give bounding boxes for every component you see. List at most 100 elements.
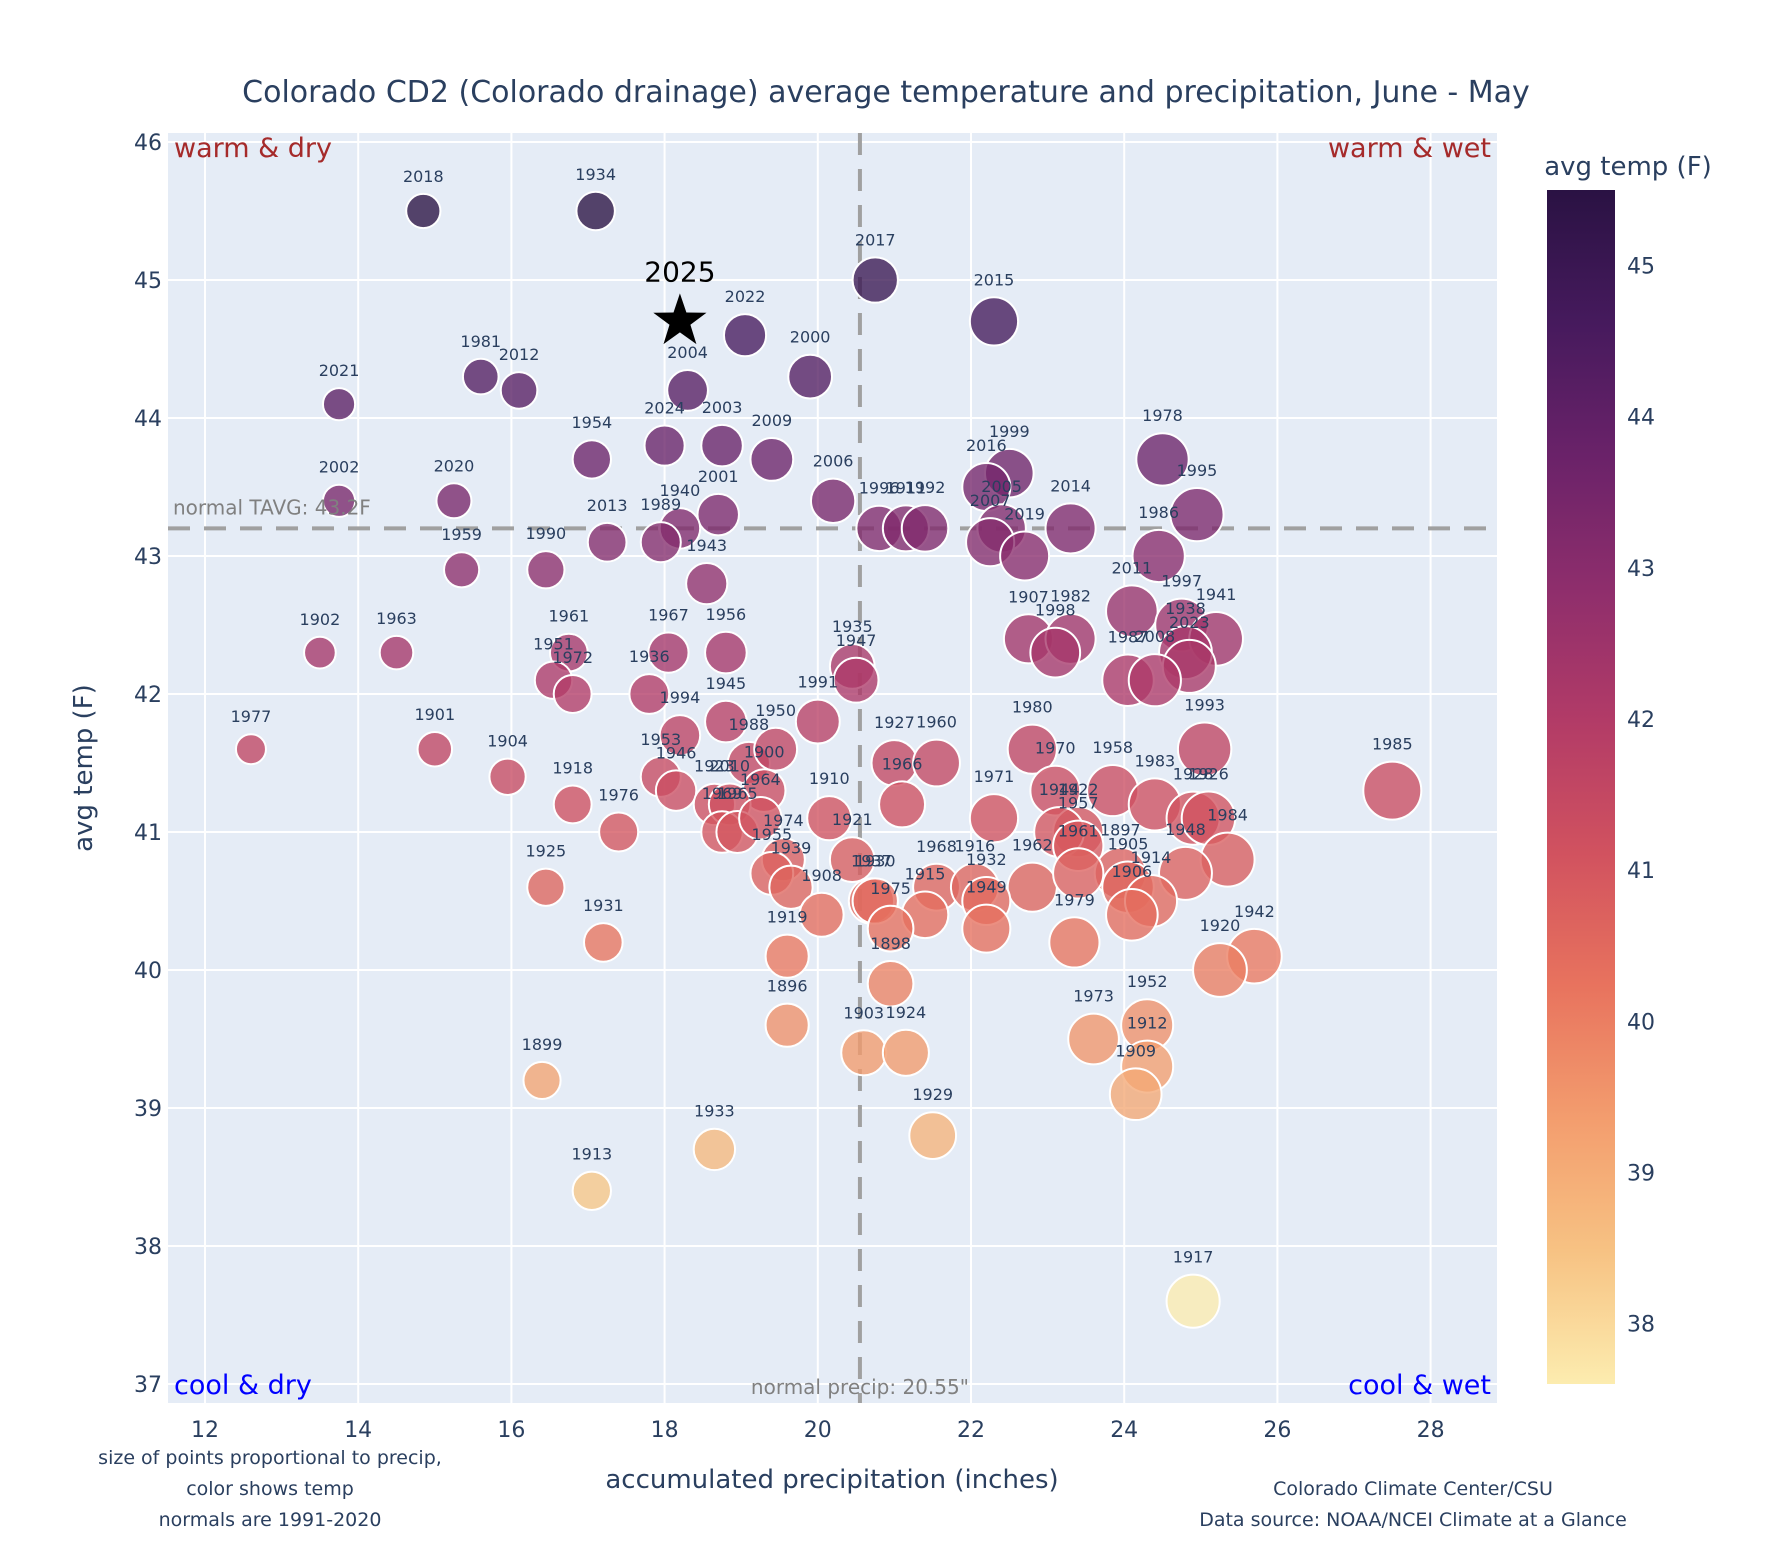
x-tick-label: 26: [1263, 1418, 1291, 1443]
point-1901: [416, 730, 454, 768]
point-label: 1911: [886, 478, 927, 497]
colorbar: [1547, 190, 1615, 1384]
quadrant-label-warm-dry: warm & dry: [174, 133, 332, 164]
point-label: 1904: [487, 732, 528, 751]
point-label: 1948: [1165, 820, 1206, 839]
point-label: 1908: [801, 866, 842, 885]
y-tick-labels: 37 38 39 40 41 42 43 44 45 46: [134, 131, 162, 1398]
x-tick-label: 16: [497, 1418, 525, 1443]
colorbar-tick: 45: [1627, 255, 1655, 280]
point-label: 1902: [300, 610, 341, 629]
point-label: 2021: [319, 361, 360, 380]
point-label: 1976: [598, 785, 639, 804]
point-1971: [968, 793, 1020, 844]
point-label: 2016: [966, 436, 1007, 455]
point-label: 1991: [797, 673, 838, 692]
point-2002: [321, 483, 357, 518]
footnote-line-3: normals are 1991-2020: [159, 1509, 382, 1531]
highlight-label: 2025: [644, 255, 715, 288]
point-label: 1992: [905, 478, 946, 497]
point-label: 1938: [1165, 599, 1206, 618]
data-points: [234, 190, 1423, 1329]
point-label: 2011: [1112, 558, 1153, 577]
point-label: 1962: [1012, 836, 1053, 855]
point-label: 1909: [1115, 1041, 1156, 1060]
point-label: 1986: [1138, 503, 1179, 522]
x-tick-labels: 12 14 16 18 20 22 24 26 28: [191, 1418, 1445, 1443]
point-1920: [1192, 942, 1248, 998]
point-label: 1922: [1058, 780, 1099, 799]
point-1995: [1169, 486, 1225, 543]
point-label: 2018: [403, 167, 444, 186]
point-label: 1949: [966, 878, 1007, 897]
point-1964: [738, 795, 783, 841]
point-label: 1983: [1134, 751, 1175, 770]
point-1909: [1108, 1067, 1163, 1122]
point-label: 1964: [740, 770, 781, 789]
point-label: 1974: [763, 811, 804, 830]
point-label: 1899: [522, 1035, 563, 1054]
point-2024: [643, 424, 686, 467]
point-1918: [552, 784, 593, 825]
point-label: 1967: [648, 605, 689, 624]
point-1917: [1165, 1273, 1221, 1329]
point-label: 1959: [441, 525, 482, 544]
footnote-line-2: color shows temp: [186, 1478, 354, 1500]
point-1972: [552, 674, 593, 714]
point-label: 1972: [552, 648, 593, 667]
point-1963: [378, 634, 415, 671]
point-1943: [685, 562, 729, 606]
point-1980: [1006, 723, 1058, 775]
point-label: 2010: [709, 757, 750, 776]
point-1981: [461, 357, 500, 396]
point-label: 1928: [1173, 765, 1214, 784]
point-1991: [794, 698, 841, 745]
colorbar-tick: 41: [1627, 859, 1655, 884]
point-label: 1906: [1112, 862, 1153, 881]
point-label: 1936: [629, 647, 670, 666]
colorbar-tick-labels: 38 39 40 41 42 43 44 45: [1627, 255, 1655, 1338]
point-label: 1896: [767, 977, 808, 996]
point-1908: [798, 891, 845, 938]
point-label: 1910: [809, 769, 850, 788]
point-2004: [666, 369, 709, 412]
point-label: 1971: [974, 767, 1015, 786]
point-label: 1994: [660, 688, 701, 707]
point-1929: [908, 1111, 958, 1160]
point-label: 1897: [1100, 821, 1141, 840]
point-label: 1947: [836, 631, 877, 650]
point-label: 2001: [698, 467, 739, 486]
point-label: 1978: [1142, 406, 1183, 425]
point-label: 1957: [1058, 794, 1099, 813]
point-1898: [866, 959, 915, 1008]
point-1979: [1048, 916, 1101, 969]
point-label: 1907: [1008, 587, 1049, 606]
point-label: 2024: [644, 399, 685, 418]
point-1924: [881, 1028, 930, 1077]
point-1956: [704, 630, 748, 675]
point-label: 2007: [970, 491, 1011, 510]
y-tick-label: 43: [134, 545, 162, 570]
point-label: 2019: [1004, 505, 1045, 524]
point-label: 1990: [526, 524, 567, 543]
plot-area: [168, 133, 1497, 1403]
point-label: 2003: [702, 398, 743, 417]
x-axis-title: accumulated precipitation (inches): [605, 1465, 1058, 1495]
point-label: 1937: [851, 851, 892, 870]
point-2009: [749, 437, 795, 482]
point-1975: [866, 904, 915, 953]
point-1903: [840, 1029, 888, 1077]
point-2014: [1044, 502, 1097, 555]
point-label: 2006: [813, 452, 854, 471]
point-label: 1941: [1196, 585, 1237, 604]
y-tick-label: 40: [134, 959, 162, 984]
point-1899: [522, 1060, 562, 1100]
point-label: 2022: [725, 287, 766, 306]
point-label: 1952: [1127, 972, 1168, 991]
point-1921: [828, 836, 876, 883]
colorbar-tick: 44: [1627, 406, 1655, 431]
point-1993: [1176, 721, 1233, 777]
point-label: 2002: [319, 458, 360, 477]
point-label: 1982: [1050, 587, 1091, 606]
x-tick-label: 20: [804, 1418, 832, 1443]
